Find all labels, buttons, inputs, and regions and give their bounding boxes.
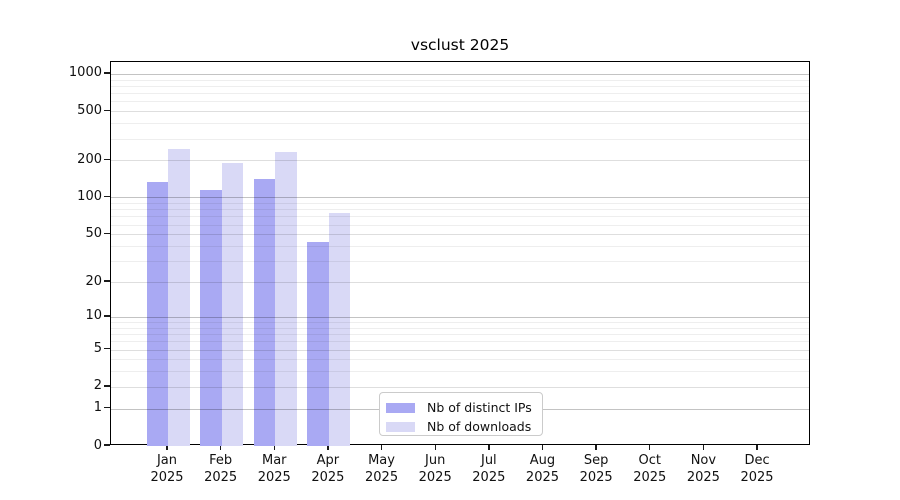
x-tick (595, 445, 597, 450)
y-tick-label: 10 (85, 308, 102, 324)
y-tick (104, 385, 110, 387)
x-tick-label: Oct 2025 (633, 453, 667, 485)
gridline-50 (111, 234, 809, 236)
y-tick (104, 195, 110, 198)
x-tick (273, 445, 275, 450)
x-tick (219, 445, 222, 450)
x-tick (649, 445, 651, 450)
y-tick-label: 20 (85, 273, 102, 289)
y-tick (104, 444, 110, 446)
y-tick-label: 50 (85, 225, 102, 241)
y-tick (104, 232, 110, 234)
bar-downloads-feb (221, 163, 244, 446)
x-tick (702, 445, 705, 450)
gridline-90 (111, 203, 809, 205)
x-tick-label: Nov 2025 (686, 453, 720, 485)
gridline-600 (111, 101, 809, 103)
chart-title: vsclust 2025 (410, 36, 510, 54)
gridline-400 (111, 123, 809, 125)
gridline-6 (111, 341, 809, 343)
gridline-3 (111, 371, 809, 373)
y-tick (104, 109, 110, 111)
x-tick-label: Jun 2025 (418, 453, 452, 485)
x-tick (327, 445, 329, 450)
gridline-700 (111, 93, 809, 95)
y-tick (104, 72, 110, 74)
x-tick (166, 445, 168, 450)
gridline-60 (111, 224, 809, 226)
gridline-500 (111, 111, 809, 113)
legend-item-downloads: Nb of downloads (380, 417, 531, 436)
bar-distinct-ips-mar (253, 178, 276, 446)
gridline-9 (111, 322, 809, 323)
gridline-300 (111, 138, 809, 140)
gridline-4 (111, 359, 809, 361)
x-tick (541, 445, 544, 450)
x-tick-label: Dec 2025 (740, 453, 774, 485)
y-tick (104, 158, 110, 161)
legend-swatch-distinct-ips-icon (386, 402, 415, 413)
y-tick-label: 5 (93, 341, 102, 356)
bar-downloads-mar (275, 151, 297, 446)
x-tick-label: Mar 2025 (257, 453, 291, 485)
gridline-20 (111, 282, 809, 284)
x-tick (756, 445, 758, 450)
y-tick-label: 200 (77, 151, 102, 167)
y-tick-label: 1000 (68, 65, 102, 81)
gridline-30 (111, 261, 809, 263)
y-tick (104, 280, 110, 282)
gridline-100 (111, 197, 809, 199)
gridline-2 (111, 386, 809, 388)
gridline-8 (111, 327, 809, 329)
plot-area (110, 61, 810, 446)
y-tick-label: 100 (77, 188, 102, 204)
y-tick (104, 406, 110, 409)
gridline-800 (111, 85, 809, 87)
y-tick-label: 0 (93, 437, 102, 453)
y-tick-label: 2 (93, 378, 102, 394)
x-tick-label: Sep 2025 (579, 453, 613, 485)
x-tick-label: Jul 2025 (472, 453, 506, 485)
gridline-40 (111, 246, 809, 247)
legend-label-distinct-ips: Nb of distinct IPs (427, 400, 532, 415)
gridline-7 (111, 334, 809, 336)
gridline-10 (111, 316, 809, 318)
gridline-900 (111, 79, 809, 81)
x-tick (488, 445, 490, 450)
x-tick-label: Aug 2025 (525, 453, 560, 485)
y-tick (104, 315, 110, 317)
x-tick-label: Apr 2025 (311, 453, 345, 485)
bar-distinct-ips-jan (146, 181, 168, 446)
bar-downloads-apr (328, 212, 351, 446)
y-tick-label: 1 (93, 400, 102, 416)
y-tick (104, 347, 110, 350)
legend-swatch-downloads-icon (386, 421, 415, 432)
legend: Nb of distinct IPs Nb of downloads (379, 392, 543, 436)
x-tick (380, 445, 383, 450)
x-tick-label: Jan 2025 (150, 453, 184, 485)
gridline-1000 (111, 73, 809, 75)
legend-item-distinct-ips: Nb of distinct IPs (380, 398, 532, 417)
bar-distinct-ips-apr (307, 242, 329, 446)
gridline-5 (111, 349, 809, 351)
x-tick-label: May 2025 (365, 453, 399, 485)
y-tick-label: 500 (77, 102, 102, 118)
x-tick (434, 445, 436, 450)
x-tick-label: Feb 2025 (204, 453, 238, 485)
gridline-80 (111, 209, 809, 211)
bar-downloads-jan (168, 149, 190, 446)
legend-label-downloads: Nb of downloads (427, 419, 532, 434)
gridline-70 (111, 216, 809, 218)
gridline-200 (111, 160, 809, 162)
